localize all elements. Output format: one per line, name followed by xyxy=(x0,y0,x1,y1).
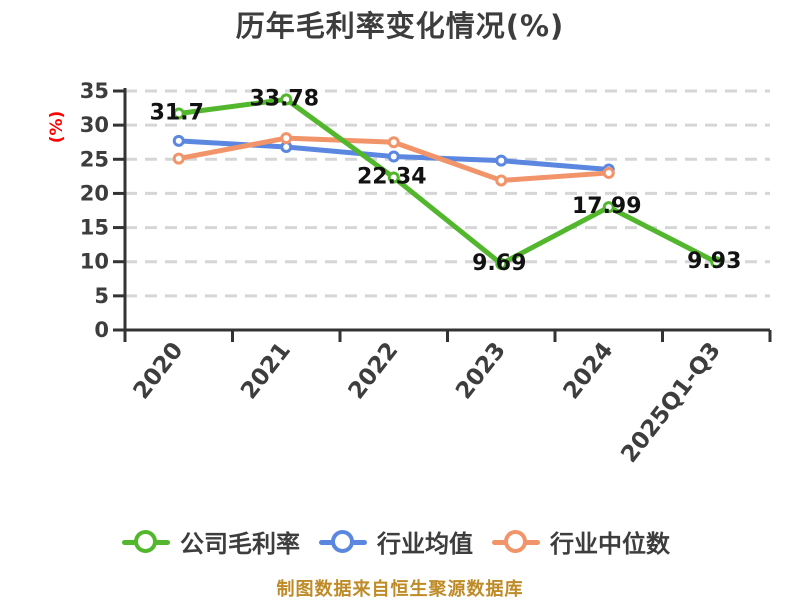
data-point-marker-industry-median xyxy=(495,174,508,187)
chart-svg: 0 5 10 15 20 25 30 35 2020 2021 2022 2023 20242025Q1… xyxy=(47,79,772,468)
y-tick-label: 5 xyxy=(94,284,109,308)
data-point-marker-company xyxy=(280,93,293,106)
legend-label-industry-mean: 行业均值 xyxy=(377,530,473,558)
y-tick-label: 25 xyxy=(80,147,109,171)
data-point-label-company: 31.7 xyxy=(150,101,204,126)
chart-title: 历年毛利率变化情况(%) xyxy=(235,9,565,43)
series-line-company xyxy=(176,96,719,267)
x-tick-label: 2023 xyxy=(451,338,511,404)
data-point-marker-industry-median xyxy=(387,136,400,149)
data-point-marker-company xyxy=(602,201,615,214)
data-point-marker-industry-median xyxy=(172,152,185,165)
legend-marker-industry-median-icon xyxy=(492,529,540,554)
data-point-marker-company xyxy=(495,257,508,270)
data-point-marker-company xyxy=(710,256,723,269)
y-tick-label: 20 xyxy=(80,181,109,205)
legend-label-industry-median: 行业中位数 xyxy=(550,530,670,558)
y-tick-label: 35 xyxy=(80,79,109,103)
x-tick-label: 2020 xyxy=(129,338,189,404)
y-tick-label: 15 xyxy=(80,216,109,240)
data-point-marker-company xyxy=(172,107,185,120)
legend-item-industry-median[interactable]: 行业中位数 xyxy=(492,524,670,559)
data-point-label-company: 33.78 xyxy=(249,86,319,111)
data-point-marker-industry-median xyxy=(280,132,293,145)
legend-item-company[interactable]: 公司毛利率 xyxy=(122,524,300,559)
chart-legend: 公司毛利率 行业均值 行业中位数 xyxy=(122,524,670,559)
y-tick-label: 10 xyxy=(80,250,109,274)
data-point-label-company: 22.34 xyxy=(357,164,427,189)
data-point-marker-industry-mean xyxy=(172,134,185,147)
x-tick-label: 2025Q1-Q3 xyxy=(616,338,726,468)
legend-label-company: 公司毛利率 xyxy=(180,530,300,558)
y-tick-label: 0 xyxy=(94,318,109,342)
y-tick-label: 30 xyxy=(80,113,109,137)
data-point-label-company: 17.99 xyxy=(572,194,642,219)
x-tick-label: 2021 xyxy=(236,338,296,404)
data-point-label-company: 9.69 xyxy=(472,251,526,276)
data-point-marker-industry-median xyxy=(602,166,615,179)
legend-item-industry-mean[interactable]: 行业均值 xyxy=(319,524,473,559)
legend-marker-industry-mean-icon xyxy=(319,529,367,554)
data-source-note: 制图数据来自恒生聚源数据库 xyxy=(276,579,524,600)
data-point-label-company: 9.93 xyxy=(687,249,741,274)
data-point-marker-company xyxy=(387,171,400,184)
legend-marker-company-icon xyxy=(122,529,170,554)
y-axis-unit-label: (%) xyxy=(47,111,67,144)
data-point-marker-industry-mean xyxy=(387,150,400,163)
x-tick-label: 2022 xyxy=(344,338,404,404)
x-tick-label: 2024 xyxy=(559,338,619,404)
data-point-marker-industry-mean xyxy=(495,154,508,167)
